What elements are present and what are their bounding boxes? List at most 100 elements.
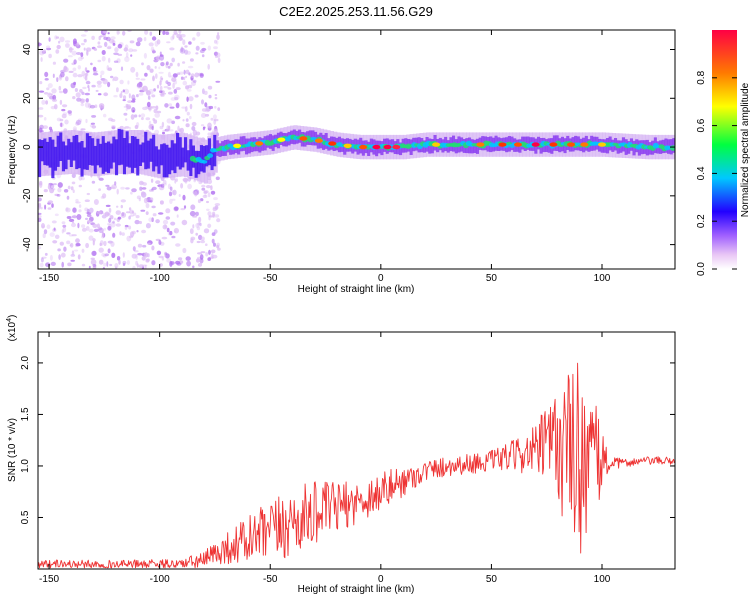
speckle-mark [97,41,101,45]
speckle-mark [151,106,157,109]
speckle-mark [171,190,175,195]
speckle-mark [211,238,215,244]
speckle-mark [122,99,126,102]
speckle-mark [116,30,120,36]
speckle-mark [201,47,207,51]
speckle-mark [41,256,47,259]
speckle-mark [128,126,132,130]
speckle-mark [97,59,102,63]
speckle-mark [169,230,173,236]
speckle-mark [94,104,98,108]
speckle-mark [161,121,165,128]
speckle-mark [74,249,79,252]
speckle-mark [84,30,88,33]
speckle-mark [119,93,123,98]
speckle-mark [137,252,143,256]
speckle-mark [187,183,193,190]
peak-mark [372,144,381,150]
speckle-mark [165,80,169,84]
peak-mark [498,142,507,147]
speckle-mark [148,42,154,47]
speckle-mark [145,203,150,209]
speckle-mark [38,217,42,222]
speckle-mark [110,75,114,79]
peak-mark [314,138,323,143]
speckle-mark [159,200,164,205]
speckle-mark [174,96,179,101]
x-tick-label: -150 [39,574,59,585]
speckle-mark [170,221,176,226]
speckle-mark [169,198,173,204]
speckle-mark [189,115,192,120]
speckle-mark [92,264,97,267]
band-mark [176,132,180,167]
speckle-mark [120,212,127,218]
speckle-mark [165,253,170,259]
speckle-mark [151,260,156,266]
speckle-mark [75,201,81,204]
band-mark [181,147,185,168]
speckle-mark [214,105,217,109]
speckle-mark [182,61,186,64]
speckle-mark [149,31,153,36]
speckle-mark [156,39,161,45]
speckle-mark [152,50,156,54]
speckle-mark [128,215,131,220]
speckle-mark [88,265,91,269]
speckle-mark [182,119,185,122]
colorbar-label: Normalized spectral amplitude [740,82,750,217]
speckle-mark [98,259,104,265]
peak-mark [432,142,441,147]
speckle-mark [49,232,55,238]
speckle-mark [124,56,130,63]
speckle-mark [116,255,121,261]
speckle-mark [116,205,119,208]
speckle-mark [208,249,211,255]
speckle-mark [135,41,141,47]
speckle-mark [63,246,67,252]
speckle-mark [66,232,71,235]
speckle-mark [213,197,218,201]
speckle-mark [70,254,76,257]
speckle-mark [130,114,135,120]
speckle-mark [51,88,57,94]
speckle-mark [103,92,109,97]
speckle-mark [81,227,87,232]
speckle-mark [101,55,106,62]
speckle-mark [132,212,137,216]
speckle-mark [149,68,154,73]
speckle-mark [63,189,69,193]
speckle-mark [186,260,192,267]
speckle-mark [46,47,52,51]
speckle-mark [160,94,165,97]
speckle-mark [148,88,154,95]
speckle-mark [151,126,154,131]
speckle-mark [43,117,47,121]
speckle-mark [212,211,216,217]
speckle-mark [192,265,195,269]
speckle-mark [142,106,148,111]
speckle-mark [57,187,62,193]
colorbar-tick-label: 0.0 [696,262,707,276]
speckle-mark [189,228,194,235]
speckle-mark [206,200,209,204]
speckle-mark [99,74,103,79]
speckle-mark [165,129,170,132]
speckle-mark [155,219,160,224]
speckle-mark [141,117,144,121]
speckle-mark [117,53,123,57]
speckle-mark [173,32,179,36]
speckle-mark [88,87,90,92]
speckle-mark [56,44,61,50]
speckle-mark [75,198,79,203]
core-mark [207,153,214,158]
speckle-mark [146,101,151,108]
speckle-mark [122,95,127,100]
speckle-mark [165,61,169,66]
speckle-mark [40,206,43,210]
speckle-mark [151,217,154,222]
speckle-mark [171,77,177,82]
speckle-mark [144,252,149,258]
speckle-mark [55,49,60,54]
speckle-mark [189,210,196,217]
